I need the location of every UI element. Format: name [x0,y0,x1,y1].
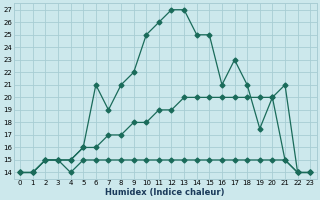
X-axis label: Humidex (Indice chaleur): Humidex (Indice chaleur) [106,188,225,197]
